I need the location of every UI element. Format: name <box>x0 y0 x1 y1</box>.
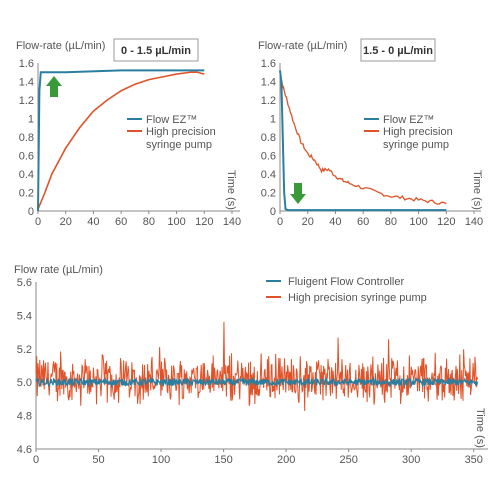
c2-ytick-label: 0 <box>270 206 276 218</box>
c2-xtick-label: 0 <box>277 216 283 228</box>
arrow-up-icon <box>46 76 62 97</box>
c3-xtick-label: 250 <box>339 454 357 466</box>
c1-ytick-label: 0.2 <box>19 188 34 200</box>
c3-xtick-label: 200 <box>277 454 295 466</box>
c1-ytick-label: 0.8 <box>19 132 34 144</box>
chart3-ylabel: Flow rate (µL/min) <box>14 264 103 276</box>
c3-xtick-label: 350 <box>465 454 483 466</box>
c2-xtick-label: 60 <box>357 216 369 228</box>
c1-ytick-label: 0.4 <box>19 169 34 181</box>
chart2-legend-syringe: High precision syringe pump <box>383 126 453 151</box>
chart2-series-syringe-line <box>279 72 447 205</box>
chart1-legend: Flow EZ™ High precision syringe pump <box>127 114 216 151</box>
c1-ytick-label: 1.6 <box>19 58 34 70</box>
chart3-series-syringe-line <box>35 321 478 411</box>
c2-ytick-label: 1.2 <box>261 95 276 107</box>
chart3-xlabel: Time (s) <box>474 408 486 448</box>
c3-ytick-label: 5.0 <box>17 377 32 389</box>
chart2-legend-flow-ez: Flow EZ™ <box>383 114 434 126</box>
c2-xtick-label: 120 <box>437 216 455 228</box>
arrow-down-icon <box>290 183 306 204</box>
c2-ytick-label: 0.8 <box>261 132 276 144</box>
chart-ramp-down: Flow-rate (µL/min) 1.5 - 0 µL/min 0 0.2 0.… <box>258 38 483 228</box>
c1-xtick-label: 60 <box>115 216 127 228</box>
c1-xtick-label: 0 <box>35 216 41 228</box>
c2-xtick-label: 20 <box>302 216 314 228</box>
chart2-title-box <box>360 38 436 62</box>
chart2-title: 1.5 - 0 µL/min <box>363 45 433 57</box>
c2-xtick-label: 40 <box>329 216 341 228</box>
chart3-legend: Fluigent Flow Controller High precision … <box>266 276 427 304</box>
chart1-xlabel: Time (s) <box>225 170 237 210</box>
chart2-xlabel: Time (s) <box>471 170 483 210</box>
c2-ytick-label: 1.6 <box>261 58 276 70</box>
chart1-legend-syringe: High precision syringe pump <box>146 126 216 151</box>
c2-ytick-label: 0.4 <box>261 169 276 181</box>
c1-xtick-label: 20 <box>60 216 72 228</box>
c2-xtick-label: 100 <box>409 216 427 228</box>
chart3-series-flow-controller-line <box>35 376 479 389</box>
chart3-legend-flow-controller: Fluigent Flow Controller <box>288 276 404 288</box>
chart1-ylabel: Flow-rate (µL/min) <box>16 40 105 52</box>
c1-xtick-label: 100 <box>167 216 185 228</box>
c2-xtick-label: 80 <box>385 216 397 228</box>
c3-ytick-label: 5.4 <box>17 310 32 322</box>
c3-xtick-label: 300 <box>402 454 420 466</box>
c1-ytick-label: 1.4 <box>19 77 34 89</box>
c2-ytick-label: 0.2 <box>261 188 276 200</box>
c3-ytick-label: 4.6 <box>17 444 32 456</box>
c3-ytick-label: 5.2 <box>17 344 32 356</box>
c1-ytick-label: 1 <box>28 114 34 126</box>
c3-ytick-label: 5.6 <box>17 277 32 289</box>
c3-xtick-label: 150 <box>214 454 232 466</box>
chart-stability: Flow rate (µL/min) 4.6 4.8 5.0 5.2 5.4 5.6 0 5… <box>14 264 488 466</box>
c2-ytick-label: 1.4 <box>261 77 276 89</box>
c3-xtick-label: 0 <box>33 454 39 466</box>
chart2-ylabel: Flow-rate (µL/min) <box>258 40 347 52</box>
chart-ramp-up: Flow-rate (µL/min) 0 - 1.5 µL/min 0 0.2 0.… <box>16 38 241 228</box>
c3-xtick-label: 50 <box>92 454 104 466</box>
c1-ytick-label: 1.2 <box>19 95 34 107</box>
c2-ytick-label: 1 <box>270 114 276 126</box>
chart3-legend-syringe: High precision syringe pump <box>288 292 427 304</box>
c1-xtick-label: 40 <box>87 216 99 228</box>
c1-ytick-label: 0 <box>28 206 34 218</box>
chart1-title-box <box>113 38 199 62</box>
c2-ytick-label: 0.6 <box>261 151 276 163</box>
c2-xtick-label: 140 <box>465 216 483 228</box>
chart2-series-flow-ez-line <box>279 70 447 212</box>
chart1-series-flow-ez-line <box>37 71 205 210</box>
c3-xtick-label: 100 <box>152 454 170 466</box>
chart1-legend-flow-ez: Flow EZ™ <box>146 114 197 126</box>
c1-xtick-label: 140 <box>223 216 241 228</box>
c1-xtick-label: 80 <box>143 216 155 228</box>
chart1-title: 0 - 1.5 µL/min <box>121 45 191 57</box>
c1-xtick-label: 120 <box>195 216 213 228</box>
c1-ytick-label: 0.6 <box>19 151 34 163</box>
chart2-legend: Flow EZ™ High precision syringe pump <box>364 114 453 151</box>
chart1-series-flow-controller-line <box>37 69 205 212</box>
c3-ytick-label: 4.8 <box>17 411 32 423</box>
